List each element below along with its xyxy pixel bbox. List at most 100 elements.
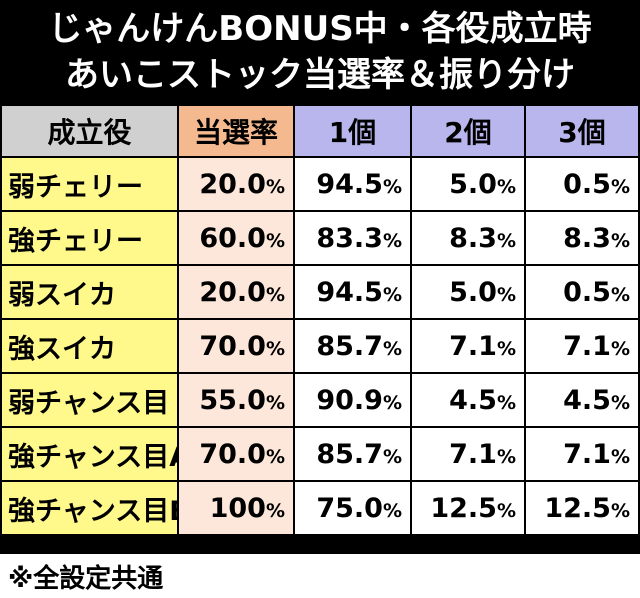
split-2-cell: 12.5% xyxy=(412,482,524,534)
table-body: 弱チェリー 20.0% 94.5% 5.0% 0.5% 強チェリー 60.0% 83.3% 8.… xyxy=(2,158,638,534)
rate-cell: 100% xyxy=(179,482,293,534)
rate-cell: 20.0% xyxy=(179,266,293,318)
value-number: 5.0 xyxy=(449,276,497,308)
table-row: 弱チェリー 20.0% 94.5% 5.0% 0.5% xyxy=(2,158,638,210)
percent-sign: % xyxy=(610,337,630,360)
percent-sign: % xyxy=(496,175,516,198)
split-2-cell: 4.5% xyxy=(412,374,524,426)
value-number: 70.0 xyxy=(199,438,266,470)
value-number: 4.5 xyxy=(449,384,497,416)
split-3-cell: 0.5% xyxy=(526,158,638,210)
rate-cell: 55.0% xyxy=(179,374,293,426)
header-rate: 当選率 xyxy=(179,106,293,156)
value-number: 0.5 xyxy=(563,276,611,308)
percent-sign: % xyxy=(265,445,285,468)
header-2-stock: 2個 xyxy=(412,106,524,156)
value-number: 75.0 xyxy=(316,492,383,524)
percent-sign: % xyxy=(382,283,402,306)
percent-sign: % xyxy=(610,229,630,252)
value-number: 100 xyxy=(209,492,266,524)
value-number: 83.3 xyxy=(316,222,383,254)
split-1-cell: 85.7% xyxy=(295,428,410,480)
value-number: 12.5 xyxy=(544,492,611,524)
split-2-cell: 7.1% xyxy=(412,428,524,480)
percent-sign: % xyxy=(382,175,402,198)
value-number: 85.7 xyxy=(316,330,383,362)
percent-sign: % xyxy=(265,391,285,414)
value-number: 60.0 xyxy=(199,222,266,254)
title-line-1: じゃんけんBONUS中・各役成立時 xyxy=(48,9,592,49)
split-2-cell: 8.3% xyxy=(412,212,524,264)
split-1-cell: 75.0% xyxy=(295,482,410,534)
percent-sign: % xyxy=(265,229,285,252)
split-3-cell: 4.5% xyxy=(526,374,638,426)
value-number: 7.1 xyxy=(449,330,497,362)
rate-cell: 60.0% xyxy=(179,212,293,264)
value-number: 5.0 xyxy=(449,168,497,200)
value-number: 55.0 xyxy=(199,384,266,416)
title-line-2: あいこストック当選率＆振り分け xyxy=(65,55,575,95)
split-2-cell: 5.0% xyxy=(412,266,524,318)
percent-sign: % xyxy=(610,283,630,306)
percent-sign: % xyxy=(496,337,516,360)
percent-sign: % xyxy=(265,175,285,198)
value-number: 12.5 xyxy=(430,492,497,524)
value-number: 94.5 xyxy=(316,168,383,200)
value-number: 20.0 xyxy=(199,276,266,308)
percent-sign: % xyxy=(610,175,630,198)
stock-table: 成立役 当選率 1個 2個 3個 弱チェリー 20.0% 94.5% 5.0% 0.5%… xyxy=(0,104,640,536)
value-number: 8.3 xyxy=(563,222,611,254)
split-1-cell: 90.9% xyxy=(295,374,410,426)
percent-sign: % xyxy=(382,337,402,360)
value-number: 4.5 xyxy=(563,384,611,416)
split-1-cell: 83.3% xyxy=(295,212,410,264)
percent-sign: % xyxy=(265,499,285,522)
table-row: 強チェリー 60.0% 83.3% 8.3% 8.3% xyxy=(2,212,638,264)
stock-table-container: 成立役 当選率 1個 2個 3個 弱チェリー 20.0% 94.5% 5.0% 0.5%… xyxy=(0,104,640,554)
value-number: 90.9 xyxy=(316,384,383,416)
split-2-cell: 5.0% xyxy=(412,158,524,210)
split-1-cell: 85.7% xyxy=(295,320,410,372)
value-number: 20.0 xyxy=(199,168,266,200)
table-row: 強チャンス目A 70.0% 85.7% 7.1% 7.1% xyxy=(2,428,638,480)
percent-sign: % xyxy=(382,391,402,414)
percent-sign: % xyxy=(496,391,516,414)
split-3-cell: 7.1% xyxy=(526,320,638,372)
percent-sign: % xyxy=(382,445,402,468)
percent-sign: % xyxy=(610,445,630,468)
title-banner: じゃんけんBONUS中・各役成立時 あいこストック当選率＆振り分け xyxy=(0,0,640,104)
role-cell: 強チャンス目B xyxy=(2,482,177,534)
value-number: 7.1 xyxy=(449,438,497,470)
value-number: 0.5 xyxy=(563,168,611,200)
header-3-stock: 3個 xyxy=(526,106,638,156)
role-cell: 強チャンス目A xyxy=(2,428,177,480)
split-2-cell: 7.1% xyxy=(412,320,524,372)
percent-sign: % xyxy=(265,337,285,360)
percent-sign: % xyxy=(610,499,630,522)
value-number: 8.3 xyxy=(449,222,497,254)
role-cell: 強チェリー xyxy=(2,212,177,264)
value-number: 85.7 xyxy=(316,438,383,470)
percent-sign: % xyxy=(382,229,402,252)
percent-sign: % xyxy=(496,229,516,252)
table-header-row: 成立役 当選率 1個 2個 3個 xyxy=(2,106,638,156)
header-1-stock: 1個 xyxy=(295,106,410,156)
percent-sign: % xyxy=(496,283,516,306)
role-cell: 弱チェリー xyxy=(2,158,177,210)
rate-cell: 70.0% xyxy=(179,428,293,480)
role-cell: 弱チャンス目 xyxy=(2,374,177,426)
split-3-cell: 7.1% xyxy=(526,428,638,480)
percent-sign: % xyxy=(496,445,516,468)
percent-sign: % xyxy=(265,283,285,306)
percent-sign: % xyxy=(610,391,630,414)
split-1-cell: 94.5% xyxy=(295,158,410,210)
value-number: 70.0 xyxy=(199,330,266,362)
header-role: 成立役 xyxy=(2,106,177,156)
table-row: 弱チャンス目 55.0% 90.9% 4.5% 4.5% xyxy=(2,374,638,426)
percent-sign: % xyxy=(496,499,516,522)
value-number: 7.1 xyxy=(563,330,611,362)
table-row: 強チャンス目B 100% 75.0% 12.5% 12.5% xyxy=(2,482,638,534)
footer-note: ※全設定共通 xyxy=(8,564,164,594)
rate-cell: 70.0% xyxy=(179,320,293,372)
split-3-cell: 8.3% xyxy=(526,212,638,264)
